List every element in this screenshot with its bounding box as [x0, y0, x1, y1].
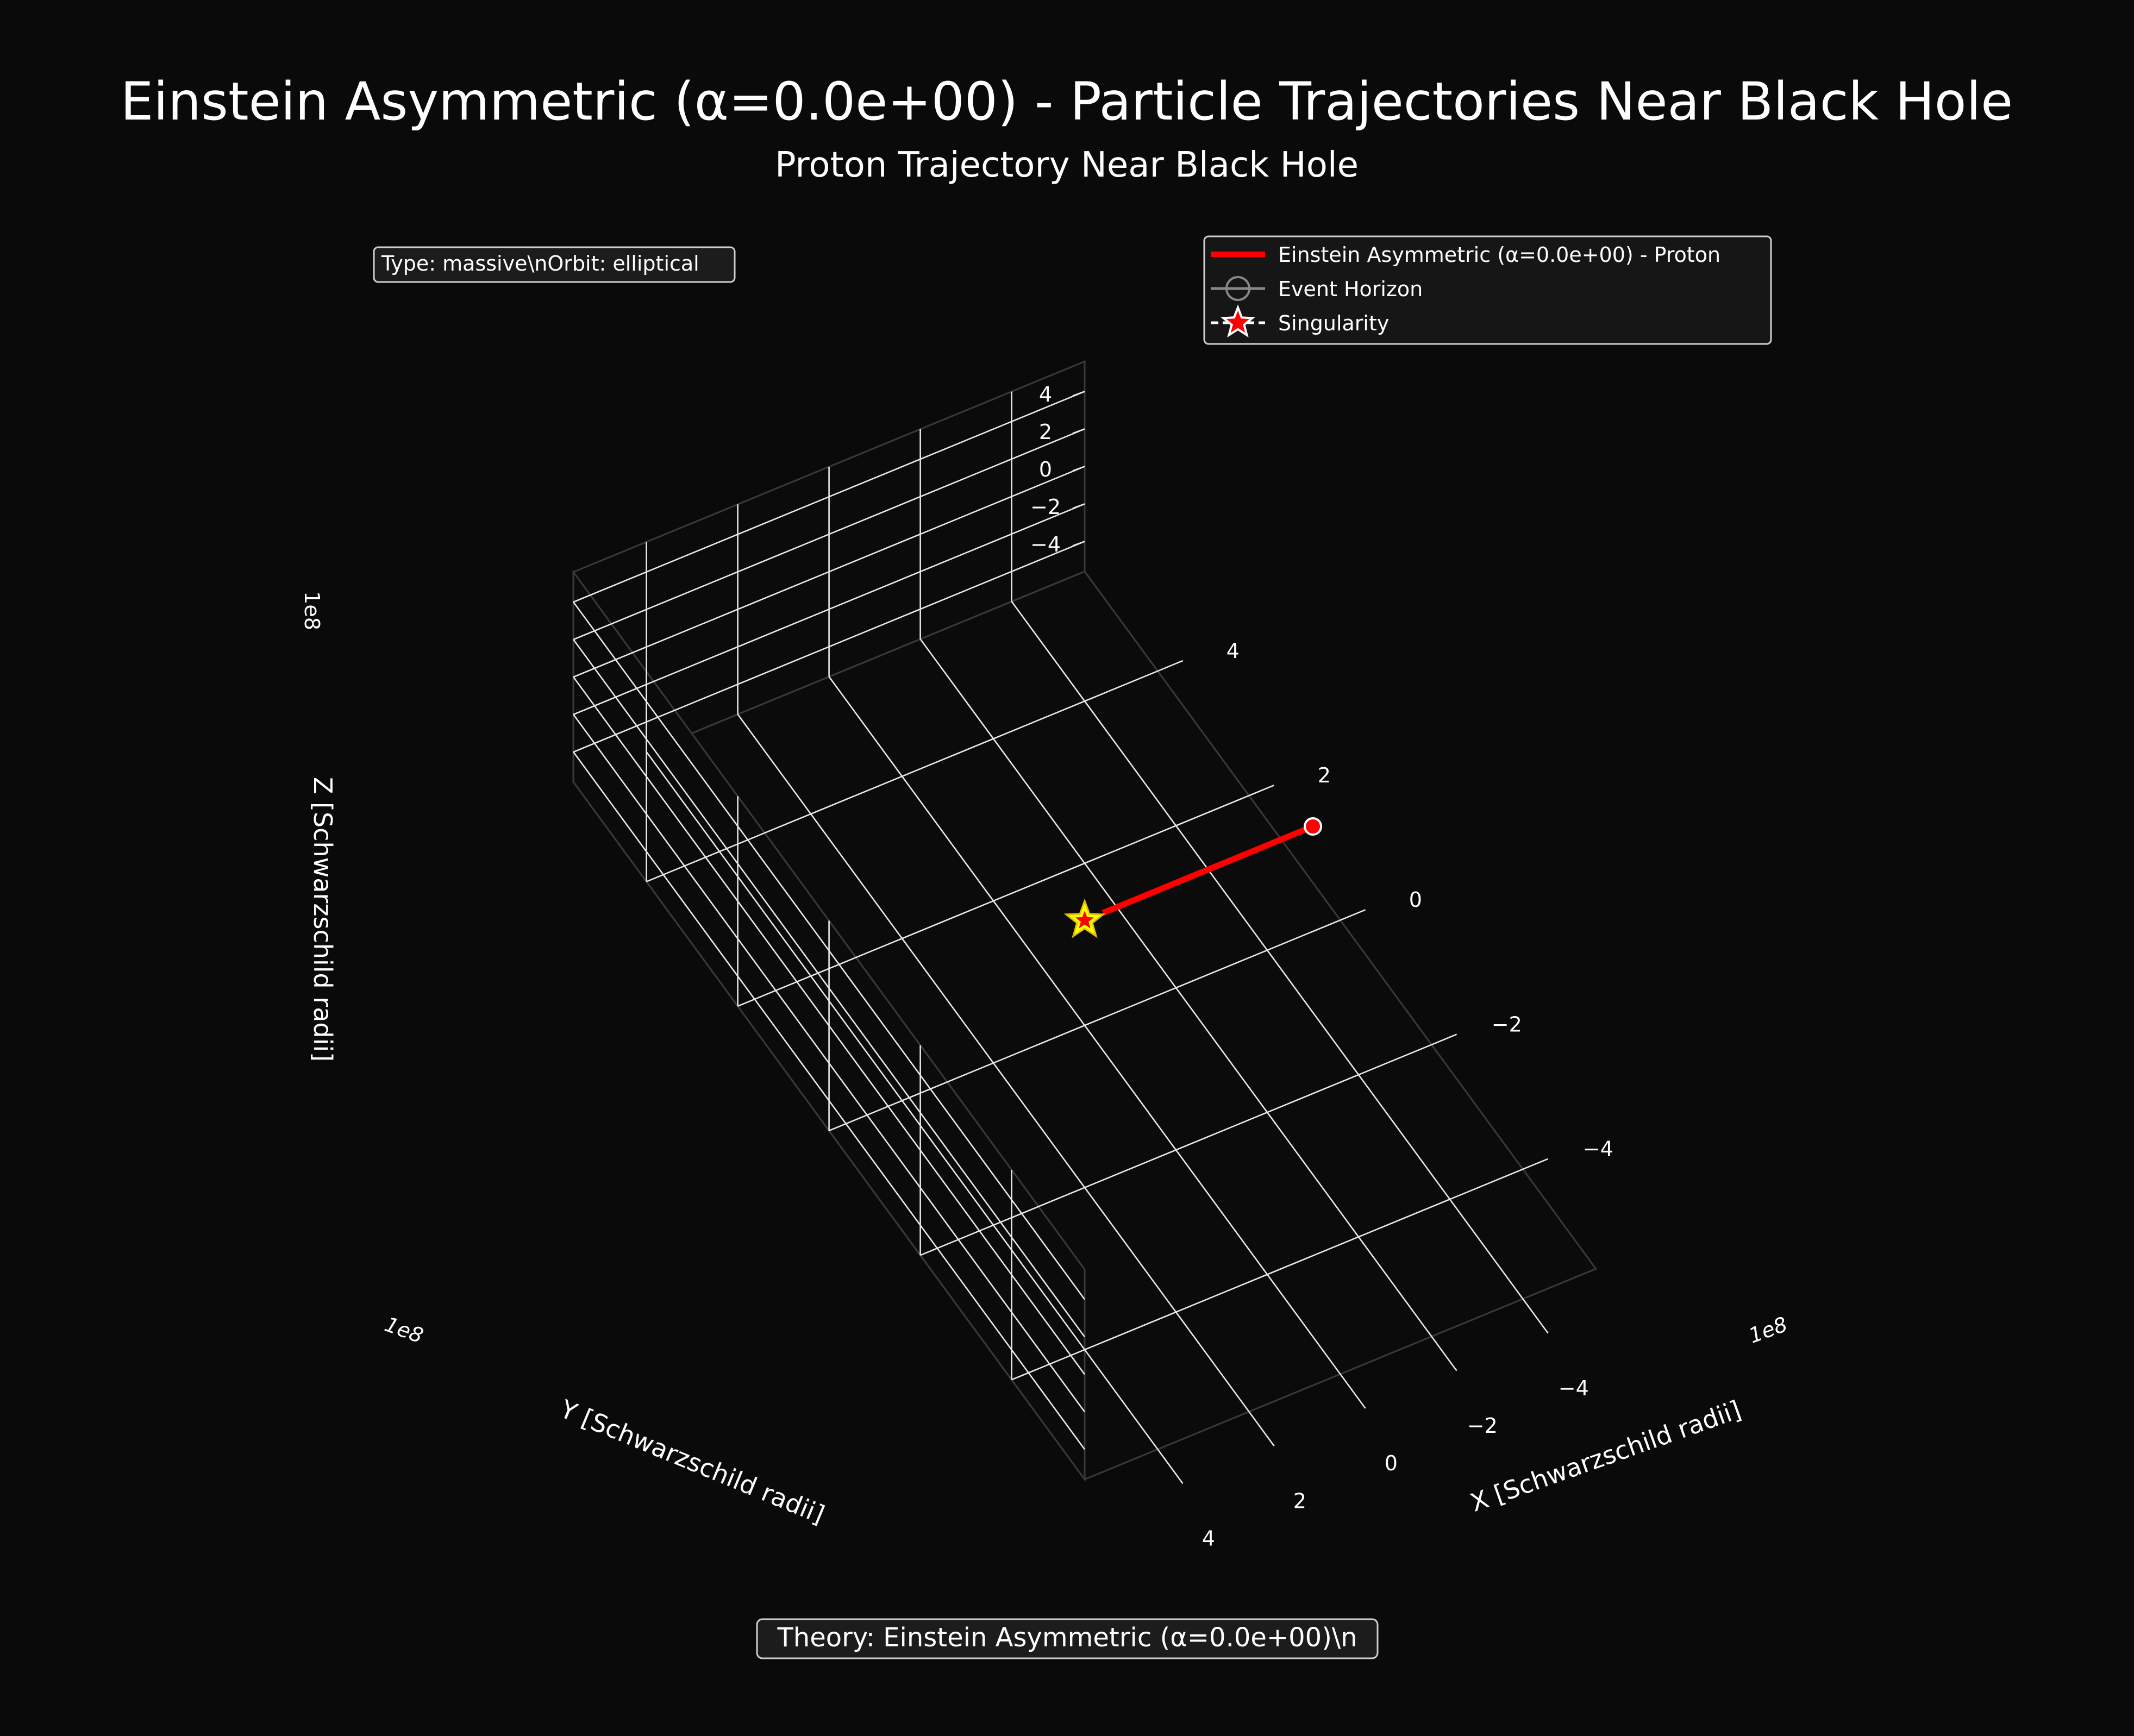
trajectory-start-marker [1304, 817, 1322, 836]
y-tick-mark [1340, 1374, 1366, 1409]
y-tick-label: −2 [1467, 1414, 1498, 1438]
x-tick-mark [1522, 1158, 1549, 1170]
legend-event-horizon-label: Event Horizon [1278, 277, 1423, 301]
trajectory-line [1102, 823, 1315, 916]
wall-y-grid-line-z [573, 601, 1086, 1300]
z-tick-label: −2 [1030, 495, 1061, 519]
x-tick-label: −2 [1492, 1012, 1522, 1036]
floor-grid-line-x [737, 795, 1249, 1007]
x-tick-mark [1248, 785, 1275, 797]
z-tick-mark [1072, 503, 1085, 509]
z-tick-mark [1072, 391, 1085, 397]
y-tick-label: 4 [1202, 1527, 1215, 1551]
info-annotation: Type: massive\nOrbit: elliptical [373, 246, 736, 283]
z-tick-label: 4 [1039, 383, 1052, 406]
x-tick-label: 4 [1226, 639, 1240, 663]
z-tick-mark [1072, 466, 1085, 472]
legend-singularity-marker [1221, 304, 1255, 338]
theory-annotation: Theory: Einstein Asymmetric (α=0.0e+00)\… [756, 1618, 1379, 1659]
chart-subtitle: Proton Trajectory Near Black Hole [775, 145, 1359, 185]
y-tick-mark [1522, 1298, 1549, 1334]
wall-x-grid-line-z [573, 466, 1085, 678]
floor-grid-line-y [737, 713, 1250, 1412]
z-tick-label: 0 [1039, 457, 1052, 481]
floor-grid-line-x [646, 670, 1158, 882]
tick-labels: −4 −4 −4 −2 −2 −2 0 0 0 2 2 2 4 4 4 [1030, 383, 1613, 1551]
chart-title: Einstein Asymmetric (α=0.0e+00) - Partic… [121, 71, 2013, 132]
x-tick-mark [1157, 660, 1184, 672]
y-tick-mark [1431, 1336, 1457, 1371]
x-tick-label: −4 [1583, 1137, 1613, 1161]
z-tick-mark [1072, 428, 1085, 434]
floor-grid-line-y [646, 751, 1159, 1450]
z-offset-label: 1e8 [300, 591, 324, 630]
legend-trajectory-label: Einstein Asymmetric (α=0.0e+00) - Proton [1278, 243, 1720, 267]
z-axis-label: Z [Schwarzschild radii] [308, 777, 337, 1062]
z-tick-mark [1072, 541, 1085, 547]
wall-x-grid-line-z [573, 391, 1085, 603]
grid-lines [573, 391, 1524, 1450]
floor-grid-line-y [828, 676, 1341, 1375]
y-tick-mark [1248, 1411, 1275, 1446]
y-tick-label: 0 [1385, 1451, 1398, 1475]
wall-y-grid-line-z [573, 676, 1086, 1375]
theory-annotation-text: Theory: Einstein Asymmetric (α=0.0e+00)\… [777, 1622, 1357, 1653]
y-tick-label: 2 [1293, 1489, 1306, 1513]
x-tick-label: 0 [1409, 888, 1422, 912]
wall-x-grid-line-z [573, 428, 1085, 641]
x-tick-mark [1340, 909, 1366, 921]
wall-y-grid-line-z [573, 639, 1086, 1338]
x-tick-label: 2 [1318, 763, 1331, 787]
legend: Einstein Asymmetric (α=0.0e+00) - Proton… [1203, 235, 1772, 345]
y-tick-label: −4 [1559, 1376, 1589, 1400]
singularity-star-inner [1075, 911, 1094, 929]
y-tick-mark [1157, 1449, 1184, 1484]
x-tick-mark [1431, 1033, 1457, 1045]
legend-singularity-label: Singularity [1278, 311, 1389, 335]
z-tick-label: 2 [1039, 420, 1052, 444]
data-marks [1063, 817, 1322, 938]
z-tick-label: −4 [1030, 532, 1061, 556]
info-annotation-text: Type: massive\nOrbit: elliptical [381, 252, 699, 275]
legend-event-horizon-marker [1225, 276, 1250, 301]
